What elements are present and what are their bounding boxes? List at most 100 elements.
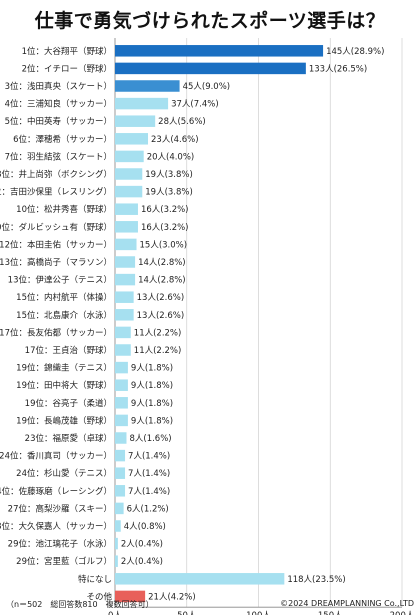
category-label: 13位：高橋尚子（マラソン） [0, 257, 112, 268]
bar [115, 520, 121, 532]
value-label: 9人(1.8%) [131, 399, 173, 409]
value-label: 6人(1.2%) [127, 504, 169, 514]
category-label: 4位：三浦知良（サッカー） [5, 99, 112, 110]
value-label: 133人(26.5%) [309, 64, 367, 74]
bar [115, 537, 118, 550]
value-label: 118人(23.5%) [287, 575, 345, 585]
bar [115, 326, 131, 339]
bar [115, 590, 146, 603]
bar [115, 45, 324, 57]
bar [115, 361, 128, 374]
bar [115, 414, 128, 427]
footer-note: （n＝502 総回答数810 複数回答可） [6, 600, 154, 609]
value-label: 13人(2.6%) [137, 293, 185, 303]
bar [115, 97, 169, 110]
category-label: 28位：大久保嘉人（サッカー） [0, 521, 112, 532]
category-label: 7位：羽生結弦（スケート） [5, 151, 112, 162]
value-label: 15人(3.0%) [140, 240, 188, 250]
bar [115, 344, 131, 356]
bar [115, 555, 118, 567]
chart-title: 仕事で勇気づけられたスポーツ選手は？ [34, 10, 386, 32]
category-label: 5位：中田英寿（サッカー） [5, 116, 112, 127]
category-label: 24位：佐藤琢磨（レーシング） [0, 486, 112, 497]
value-label: 2人(0.4%) [121, 557, 163, 567]
category-label: 29位：宮里藍（ゴルフ） [16, 556, 112, 567]
value-label: 7人(1.4%) [128, 469, 170, 479]
copyright: ©2024 DREAMPLANNING Co.,LTD [280, 599, 414, 608]
bar [115, 467, 126, 479]
bar [115, 62, 306, 75]
value-label: 2人(0.4%) [121, 540, 163, 550]
category-label: 8位：吉田沙保里（レスリング） [0, 187, 112, 198]
value-label: 19人(3.8%) [145, 188, 193, 198]
value-label: 16人(3.2%) [141, 223, 189, 233]
bar [115, 397, 128, 409]
category-label: 1位：大谷翔平（野球） [22, 46, 112, 57]
bar [115, 485, 126, 497]
bar [115, 80, 180, 92]
bar [115, 309, 134, 321]
category-label: 24位：杉山愛（テニス） [16, 468, 112, 479]
bar [115, 256, 136, 268]
value-label: 20人(4.0%) [147, 152, 195, 162]
category-label: 17位：王貞治（野球） [25, 345, 112, 356]
bar [115, 115, 156, 127]
bar [115, 449, 126, 462]
value-label: 28人(5.6%) [158, 117, 206, 127]
value-label: 45人(9.0%) [183, 82, 231, 92]
bar [115, 168, 143, 180]
value-label: 9人(1.8%) [131, 364, 173, 374]
category-label: 2位：イチロー（野球） [22, 63, 112, 74]
value-label: 11人(2.2%) [134, 346, 182, 356]
x-tick-label-0: 0人 [108, 611, 122, 615]
value-label: 4人(0.8%) [124, 522, 166, 532]
value-label: 21人(4.2%) [148, 592, 196, 602]
category-label: 10位：ダルビッシュ有（野球） [0, 222, 112, 233]
category-label: 19位：長嶋茂雄（野球） [16, 415, 112, 426]
bar [115, 238, 137, 251]
category-label: 3位：浅田真央（スケート） [5, 81, 112, 92]
category-label: 19位：谷亮子（柔道） [25, 398, 112, 409]
category-label: 19位：錦織圭（テニス） [16, 363, 112, 374]
bar [115, 150, 144, 163]
bar [115, 221, 138, 233]
x-tick-label-150: 150人 [318, 611, 343, 615]
value-label: 8人(1.6%) [129, 434, 171, 444]
x-tick-label-50: 50人 [177, 611, 197, 615]
category-label: 15位：内村航平（体操） [16, 292, 112, 303]
bar [115, 273, 136, 286]
value-label: 13人(2.6%) [137, 311, 185, 321]
bar [115, 291, 134, 303]
category-label: 10位：松井秀喜（野球） [16, 204, 112, 215]
value-label: 7人(1.4%) [128, 487, 170, 497]
bar [115, 502, 124, 515]
value-label: 7人(1.4%) [128, 452, 170, 462]
category-label: 23位：福原愛（卓球） [25, 433, 112, 444]
value-label: 145人(28.9%) [326, 47, 384, 57]
category-label: 15位：北島康介（水泳） [16, 310, 112, 321]
bar [115, 185, 143, 198]
x-tick-label-100: 100人 [246, 611, 271, 615]
value-label: 9人(1.8%) [131, 381, 173, 391]
category-label: その他 [86, 591, 112, 602]
value-label: 14人(2.8%) [138, 276, 186, 286]
value-label: 14人(2.8%) [138, 258, 186, 268]
value-label: 11人(2.2%) [134, 328, 182, 338]
bar [115, 379, 128, 391]
category-label: 6位：澤穂希（サッカー） [13, 134, 112, 145]
category-label: 8位：井上尚弥（ボクシング） [0, 169, 112, 180]
value-label: 23人(4.6%) [151, 135, 199, 145]
category-label: 12位：本田圭佑（サッカー） [0, 239, 112, 250]
x-tick-label-200: 200人 [390, 611, 415, 615]
category-label: 24位：香川真司（サッカー） [0, 451, 112, 462]
category-label: 27位：高梨沙羅（スキー） [8, 503, 112, 514]
bar [115, 133, 149, 145]
value-label: 9人(1.8%) [131, 416, 173, 426]
value-label: 16人(3.2%) [141, 205, 189, 215]
value-label: 37人(7.4%) [171, 100, 219, 110]
category-label: 17位：長友佑都（サッカー） [0, 327, 112, 338]
bar [115, 573, 285, 585]
value-label: 19人(3.8%) [145, 170, 193, 180]
category-label: 特になし [78, 574, 112, 585]
